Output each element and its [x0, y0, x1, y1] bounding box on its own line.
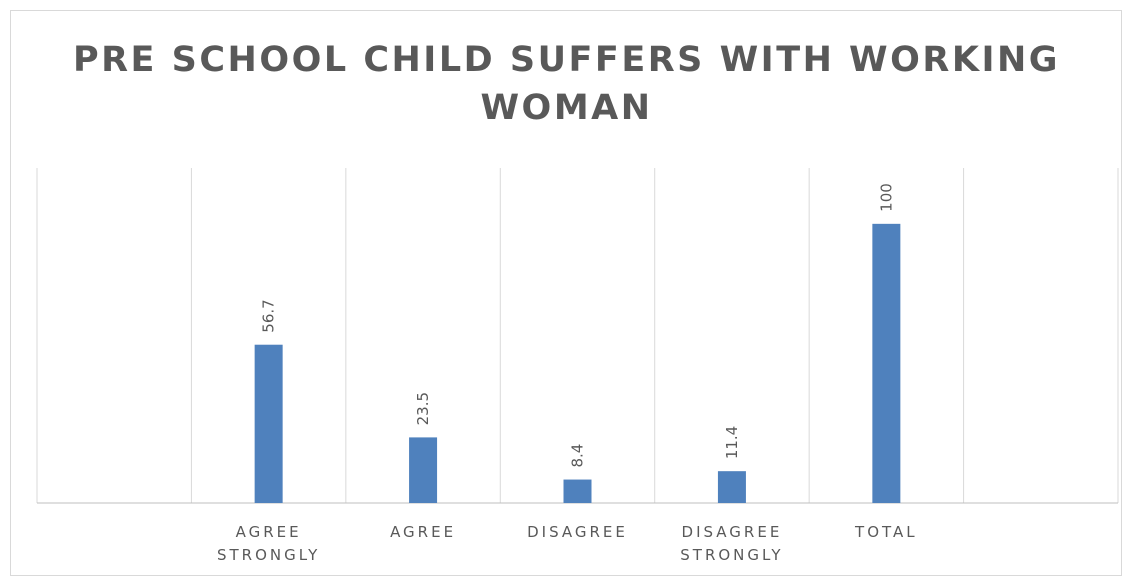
data-label: 100 [877, 183, 895, 212]
x-tick-label: TOTAL [854, 523, 918, 541]
bar-agree-strongly [254, 344, 283, 503]
chart-title: PRE SCHOOL CHILD SUFFERS WITH WORKING WO… [72, 40, 1061, 128]
data-label: 8.4 [569, 444, 587, 468]
bar-disagree [563, 479, 592, 503]
data-label: 11.4 [723, 426, 741, 459]
x-tick-label: DISAGREE [527, 523, 628, 541]
bar-agree [409, 437, 438, 503]
bar-total [872, 223, 901, 504]
x-tick-label: AGREE STRONGLY [217, 523, 320, 564]
x-tick-label: DISAGREE STRONGLY [680, 523, 783, 564]
x-tick-label: AGREE [390, 523, 456, 541]
data-label: 23.5 [414, 392, 432, 425]
bar-disagree-strongly [717, 471, 746, 503]
data-label: 56.7 [260, 299, 278, 332]
